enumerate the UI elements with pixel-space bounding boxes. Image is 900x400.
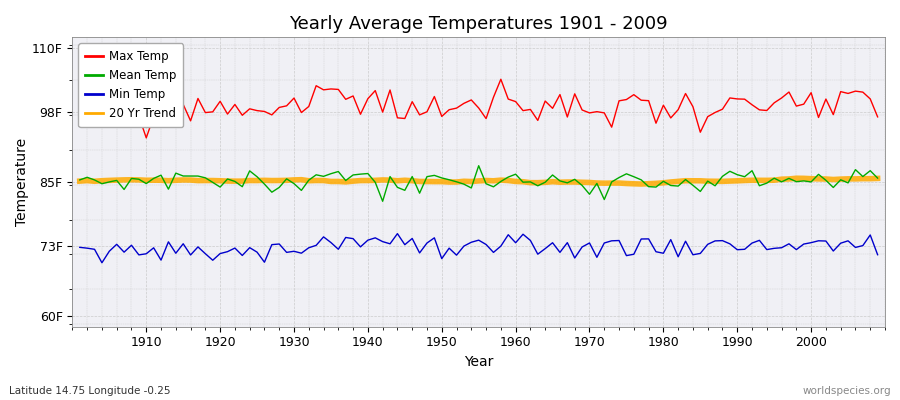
Y-axis label: Temperature: Temperature: [15, 138, 29, 226]
Legend: Max Temp, Mean Temp, Min Temp, 20 Yr Trend: Max Temp, Mean Temp, Min Temp, 20 Yr Tre…: [78, 43, 184, 127]
X-axis label: Year: Year: [464, 355, 493, 369]
Text: Latitude 14.75 Longitude -0.25: Latitude 14.75 Longitude -0.25: [9, 386, 170, 396]
Text: worldspecies.org: worldspecies.org: [803, 386, 891, 396]
Title: Yearly Average Temperatures 1901 - 2009: Yearly Average Temperatures 1901 - 2009: [290, 15, 668, 33]
